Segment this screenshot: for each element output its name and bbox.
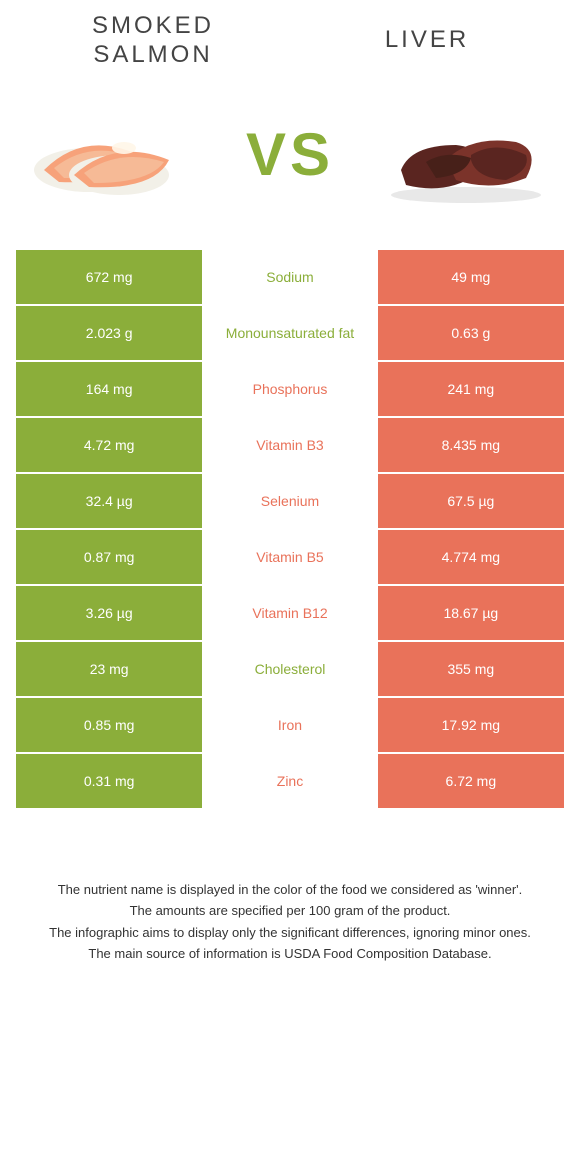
right-value: 49 mg	[378, 250, 564, 304]
right-value: 0.63 g	[378, 306, 564, 360]
salmon-image	[24, 100, 204, 210]
left-value: 0.85 mg	[16, 698, 202, 752]
right-value: 8.435 mg	[378, 418, 564, 472]
table-row: 3.26 µgVitamin B1218.67 µg	[16, 586, 564, 642]
footer-line2: The amounts are specified per 100 gram o…	[26, 901, 554, 921]
nutrient-label: Selenium	[202, 474, 377, 528]
right-value: 67.5 µg	[378, 474, 564, 528]
vs-label: VS	[246, 120, 334, 189]
right-value: 241 mg	[378, 362, 564, 416]
nutrient-label: Vitamin B5	[202, 530, 377, 584]
nutrient-label: Vitamin B3	[202, 418, 377, 472]
nutrient-label: Iron	[202, 698, 377, 752]
table-row: 0.87 mgVitamin B54.774 mg	[16, 530, 564, 586]
footer-line3: The infographic aims to display only the…	[26, 923, 554, 943]
left-value: 164 mg	[16, 362, 202, 416]
left-value: 23 mg	[16, 642, 202, 696]
table-row: 2.023 gMonounsaturated fat0.63 g	[16, 306, 564, 362]
table-row: 672 mgSodium49 mg	[16, 250, 564, 306]
table-row: 32.4 µgSelenium67.5 µg	[16, 474, 564, 530]
left-food-title: SMOKED SALMON	[16, 12, 290, 70]
nutrient-label: Zinc	[202, 754, 377, 808]
nutrient-label: Vitamin B12	[202, 586, 377, 640]
right-value: 4.774 mg	[378, 530, 564, 584]
footer-line4: The main source of information is USDA F…	[26, 944, 554, 964]
nutrient-table: 672 mgSodium49 mg2.023 gMonounsaturated …	[16, 250, 564, 810]
left-value: 4.72 mg	[16, 418, 202, 472]
right-value: 17.92 mg	[378, 698, 564, 752]
nutrient-label: Monounsaturated fat	[202, 306, 377, 360]
left-value: 3.26 µg	[16, 586, 202, 640]
nutrient-label: Sodium	[202, 250, 377, 304]
images-row: VS	[16, 100, 564, 210]
right-value: 18.67 µg	[378, 586, 564, 640]
nutrient-label: Phosphorus	[202, 362, 377, 416]
liver-image	[376, 100, 556, 210]
left-value: 672 mg	[16, 250, 202, 304]
table-row: 0.85 mgIron17.92 mg	[16, 698, 564, 754]
footer-line1: The nutrient name is displayed in the co…	[26, 880, 554, 900]
nutrient-label: Cholesterol	[202, 642, 377, 696]
table-row: 4.72 mgVitamin B38.435 mg	[16, 418, 564, 474]
right-food-title: LIVER	[290, 26, 564, 55]
table-row: 164 mgPhosphorus241 mg	[16, 362, 564, 418]
left-value: 32.4 µg	[16, 474, 202, 528]
left-food-title-line1: SMOKED SALMON	[92, 12, 214, 68]
footer-notes: The nutrient name is displayed in the co…	[16, 880, 564, 964]
right-value: 6.72 mg	[378, 754, 564, 808]
left-value: 0.31 mg	[16, 754, 202, 808]
left-value: 2.023 g	[16, 306, 202, 360]
table-row: 0.31 mgZinc6.72 mg	[16, 754, 564, 810]
right-value: 355 mg	[378, 642, 564, 696]
header-row: SMOKED SALMON LIVER	[16, 12, 564, 70]
left-value: 0.87 mg	[16, 530, 202, 584]
table-row: 23 mgCholesterol355 mg	[16, 642, 564, 698]
